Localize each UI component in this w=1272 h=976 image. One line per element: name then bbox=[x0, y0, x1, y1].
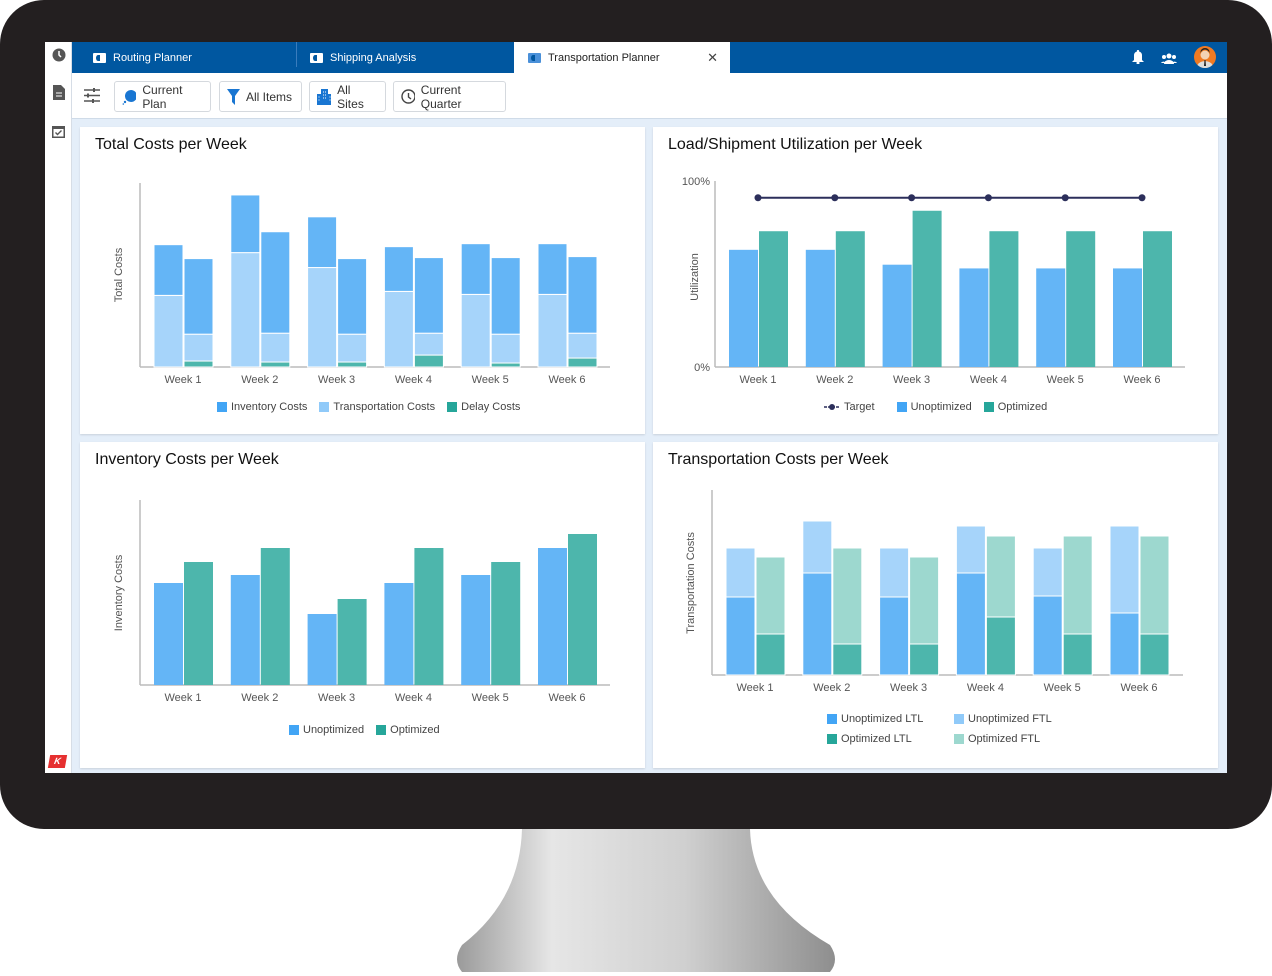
toolbar: Current Plan All Items All Sites Current… bbox=[72, 73, 1227, 119]
all-items-filter[interactable]: All Items bbox=[219, 81, 302, 112]
dashboard-icon bbox=[528, 52, 541, 63]
legend-item[interactable]: Optimized bbox=[983, 401, 1048, 413]
legend-item[interactable]: Unoptimized bbox=[289, 724, 364, 736]
legend-swatch bbox=[827, 734, 837, 744]
legend-swatch bbox=[319, 402, 330, 412]
legend-swatch bbox=[896, 402, 907, 412]
legend-item[interactable]: Optimized FTL bbox=[954, 733, 1074, 745]
legend-label: Unoptimized FTL bbox=[968, 713, 1052, 725]
chip-label: Current Plan bbox=[142, 82, 183, 111]
transportation-costs-panel: Transportation Costs per Week Unoptimize… bbox=[653, 442, 1218, 768]
legend-label: Delay Costs bbox=[461, 401, 521, 413]
avatar[interactable] bbox=[1194, 46, 1216, 73]
clock-icon[interactable] bbox=[51, 47, 66, 62]
tab-transportation-planner[interactable]: Transportation Planner ✕ bbox=[514, 42, 730, 73]
legend-swatch bbox=[217, 402, 227, 412]
legend-swatch bbox=[983, 402, 994, 412]
legend-item[interactable]: Optimized bbox=[376, 724, 440, 736]
chip-label: Current Quarter bbox=[420, 82, 462, 111]
sidebar: K bbox=[45, 42, 72, 773]
all-sites-filter[interactable]: All Sites bbox=[309, 81, 386, 112]
close-tab-icon[interactable]: ✕ bbox=[707, 49, 718, 65]
legend-swatch bbox=[289, 725, 299, 735]
tab-label: Shipping Analysis bbox=[330, 51, 417, 64]
tab-bar: Routing Planner Shipping Analysis Transp… bbox=[72, 42, 1227, 73]
legend-item[interactable]: Optimized LTL bbox=[827, 733, 954, 745]
chat-bubble-icon bbox=[122, 89, 137, 105]
legend-label: Optimized FTL bbox=[968, 733, 1041, 745]
clock-icon bbox=[401, 89, 415, 104]
panel-title: Total Costs per Week bbox=[95, 136, 247, 153]
tab-routing-planner[interactable]: Routing Planner bbox=[93, 42, 192, 73]
chip-label: All Sites bbox=[337, 82, 364, 111]
legend-swatch bbox=[954, 734, 964, 744]
legend-swatch bbox=[954, 714, 964, 724]
document-icon[interactable] bbox=[51, 85, 66, 100]
legend-line-marker bbox=[824, 404, 840, 410]
panel-title: Inventory Costs per Week bbox=[95, 451, 279, 468]
panel-title: Transportation Costs per Week bbox=[668, 451, 889, 468]
chart-legend: Inventory Costs Transportation Costs Del… bbox=[217, 401, 520, 413]
monitor-stand bbox=[457, 829, 835, 972]
dashboard-icon bbox=[93, 52, 106, 63]
filter-icon bbox=[227, 88, 240, 105]
tab-shipping-analysis[interactable]: Shipping Analysis bbox=[310, 42, 416, 73]
dashboard-icon bbox=[310, 52, 323, 63]
legend-label: Unoptimized bbox=[910, 401, 972, 413]
legend-item[interactable]: Unoptimized LTL bbox=[827, 713, 954, 725]
legend-swatch bbox=[376, 725, 387, 735]
legend-label: Inventory Costs bbox=[231, 401, 308, 413]
legend-swatch bbox=[827, 714, 837, 724]
legend-item[interactable]: Unoptimized bbox=[896, 401, 972, 413]
chart-legend: Unoptimized LTL Unoptimized FTL Optimize… bbox=[827, 713, 1074, 745]
legend-item[interactable]: Transportation Costs bbox=[319, 401, 435, 413]
legend-label: Optimized bbox=[997, 401, 1048, 413]
panel-title: Load/Shipment Utilization per Week bbox=[668, 136, 923, 153]
legend-swatch bbox=[447, 402, 458, 412]
building-icon bbox=[317, 88, 332, 105]
legend-label: Unoptimized LTL bbox=[841, 713, 924, 725]
legend-item[interactable]: Inventory Costs bbox=[217, 401, 307, 413]
company-logo: K bbox=[47, 755, 68, 768]
inventory-costs-panel: Inventory Costs per Week Unoptimized Opt… bbox=[80, 442, 645, 768]
tab-label: Routing Planner bbox=[113, 51, 192, 64]
legend-item[interactable]: Target bbox=[824, 401, 875, 413]
chart-legend: Target Unoptimized Optimized bbox=[824, 401, 1047, 413]
utilization-panel: Load/Shipment Utilization per Week Targe… bbox=[653, 127, 1218, 434]
settings-sliders-icon[interactable] bbox=[84, 88, 100, 108]
chip-label: All Items bbox=[246, 89, 293, 104]
tab-divider bbox=[296, 42, 297, 67]
chart-legend: Unoptimized Optimized bbox=[289, 724, 440, 736]
legend-label: Optimized LTL bbox=[841, 733, 912, 745]
bell-icon[interactable] bbox=[1132, 49, 1144, 69]
legend-item[interactable]: Unoptimized FTL bbox=[954, 713, 1074, 725]
legend-label: Target bbox=[844, 401, 875, 413]
users-icon[interactable] bbox=[1161, 51, 1177, 69]
legend-label: Transportation Costs bbox=[333, 401, 436, 413]
legend-label: Optimized bbox=[390, 724, 440, 736]
current-plan-filter[interactable]: Current Plan bbox=[114, 81, 211, 112]
legend-item[interactable]: Delay Costs bbox=[447, 401, 520, 413]
tab-label: Transportation Planner bbox=[548, 51, 660, 64]
total-costs-panel: Total Costs per Week Inventory Costs Tra… bbox=[80, 127, 645, 434]
calendar-check-icon[interactable] bbox=[51, 123, 66, 138]
current-quarter-filter[interactable]: Current Quarter bbox=[393, 81, 506, 112]
legend-label: Unoptimized bbox=[303, 724, 365, 736]
